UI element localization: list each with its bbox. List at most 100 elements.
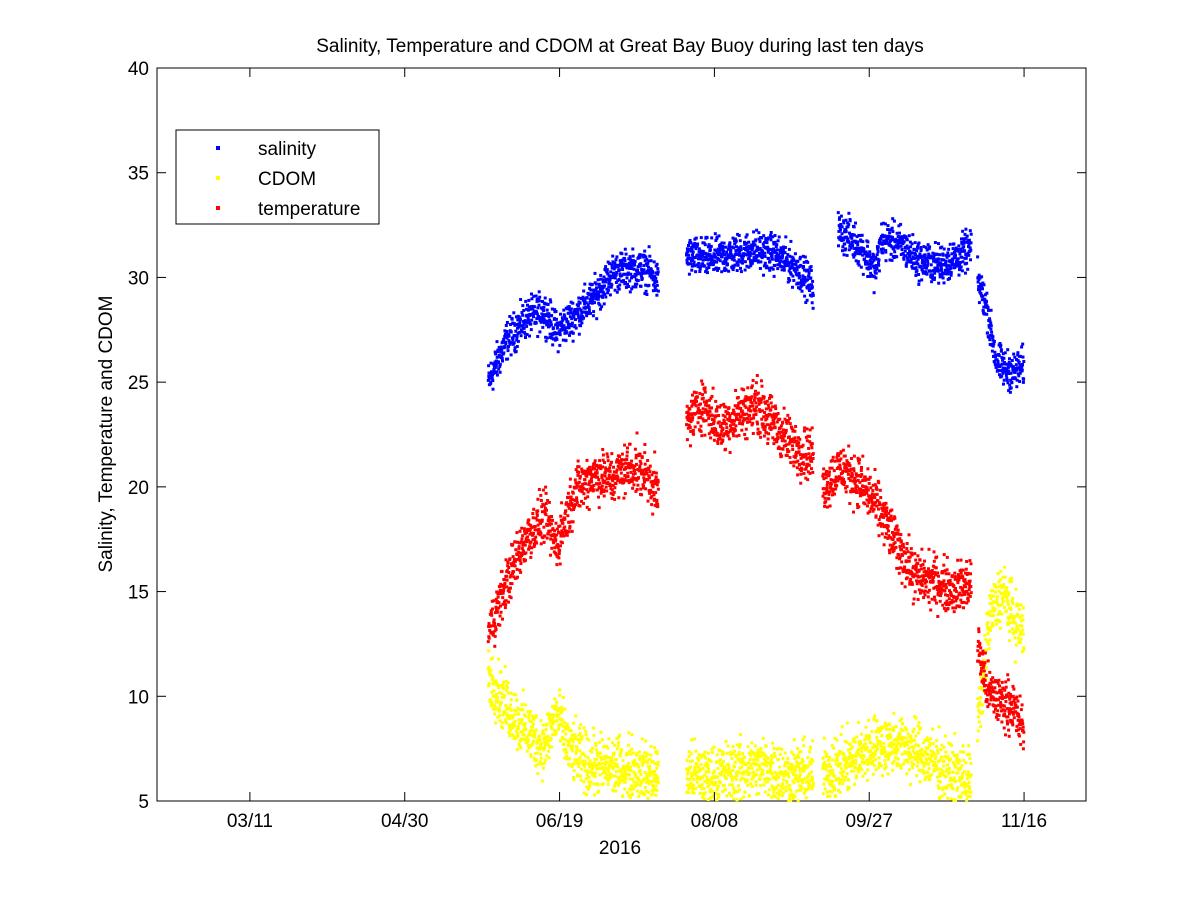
data-point [494,721,498,725]
data-point [998,342,1002,345]
data-point [884,750,888,754]
data-point [870,256,874,260]
data-point [748,758,752,761]
data-point [991,624,995,628]
data-point [502,586,506,590]
data-point [760,236,764,240]
data-point [608,759,612,763]
data-point [608,262,612,266]
data-point [801,254,805,258]
data-point [529,555,533,559]
data-point [904,726,907,730]
data-point [517,712,521,716]
data-point [939,773,943,777]
data-point [751,776,755,779]
data-point [735,774,739,778]
data-point [615,474,619,478]
data-point [999,343,1003,347]
data-point [557,556,561,560]
data-point [799,784,803,788]
data-point [653,286,657,290]
data-point [802,791,806,795]
data-point [544,735,548,739]
data-point [505,336,509,340]
data-point [526,303,529,307]
data-point [1015,624,1019,628]
data-point [498,370,502,374]
data-point [538,738,542,742]
data-point [845,772,849,776]
data-point [532,722,535,726]
data-point [863,738,867,742]
data-point [526,315,530,319]
data-point [505,684,508,688]
data-point [1001,599,1005,603]
data-point [516,575,519,579]
data-point [718,749,722,753]
data-point [639,274,643,278]
data-point [877,730,880,734]
data-point [843,763,847,767]
data-point [988,601,992,605]
data-point [597,282,601,286]
data-point [947,254,951,258]
data-point [775,772,779,776]
data-point [630,267,634,271]
data-point [840,778,844,782]
data-point [553,529,556,533]
data-point [750,785,754,788]
data-point [522,733,526,737]
data-point [833,774,837,778]
data-point [1010,616,1014,619]
data-point [518,322,522,326]
data-point [690,791,694,795]
data-point [967,752,971,756]
data-point [643,786,647,789]
data-point [1010,576,1014,580]
data-point [600,783,604,787]
data-point [610,757,614,761]
data-point [781,791,785,795]
data-point [758,764,762,768]
data-point [494,364,498,368]
data-point [935,739,939,743]
data-point [753,754,757,758]
data-point [922,264,926,268]
data-point [497,585,501,588]
data-point [806,764,810,768]
data-point [874,768,878,772]
data-point [601,465,604,469]
data-point [801,781,805,785]
data-point [620,264,624,268]
data-point [963,770,967,774]
data-point [899,244,903,248]
data-point [956,761,960,765]
data-point [686,791,690,794]
data-point [596,752,600,756]
data-point [497,706,501,710]
data-point [1015,385,1019,389]
data-point [694,270,698,274]
data-point [977,715,980,719]
data-point [964,256,968,260]
data-point [791,256,795,260]
data-point [929,269,933,273]
data-point [634,273,638,277]
data-point [516,557,520,561]
data-point [993,583,997,587]
data-point [602,494,606,498]
data-point [550,307,554,311]
data-point [495,696,499,700]
data-point [883,746,886,750]
data-point [969,773,973,777]
data-point [752,252,756,256]
data-point [606,769,610,773]
data-point [545,754,549,758]
data-point [516,339,520,343]
data-point [888,258,892,262]
data-point [752,771,756,775]
data-point [558,693,562,697]
data-point [883,222,887,226]
data-point [530,743,534,747]
data-point [727,773,731,777]
